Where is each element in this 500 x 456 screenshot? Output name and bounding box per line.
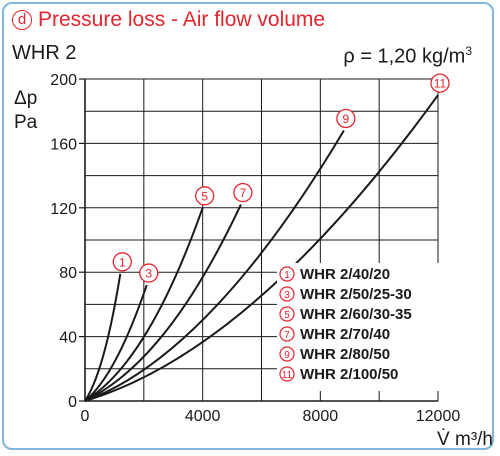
legend-item-11: 11 (279, 366, 295, 382)
legend-marker-label: 3 (284, 290, 290, 301)
legend-marker-label: 11 (282, 370, 293, 381)
y-tick-label: 120 (50, 201, 77, 218)
y-axis-label-symbol: Δp (14, 88, 37, 109)
series-marker-circle (139, 263, 159, 283)
legend-marker-circle (279, 346, 295, 362)
density-label: ρ = 1,20 kg/m3 (343, 44, 472, 69)
legend-background (277, 263, 467, 391)
legend-item-9: 9 (279, 346, 295, 362)
series-marker-label: 7 (240, 186, 247, 200)
legend-marker-label: 7 (284, 330, 290, 341)
series-line-3 (84, 284, 148, 402)
axes: 0 40 80 120 160 200 0 4000 8000 12000 Δp Pa V̇ m³/h (14, 72, 493, 450)
series-line-1 (84, 273, 122, 402)
legend-marker-circle (279, 266, 295, 282)
series-marker-9: 9 (336, 108, 356, 129)
legend-item-7: 7 (279, 326, 295, 342)
legend-marker-label: 1 (284, 270, 290, 281)
legend-marker-circle (279, 306, 295, 322)
y-axis-label-unit: Pa (14, 112, 38, 133)
chart-title: Pressure loss - Air flow volume (38, 8, 326, 31)
legend-marker-circle (279, 286, 295, 302)
legend-label: WHR 2/100/50 (300, 366, 398, 383)
y-tick-label: 200 (50, 72, 77, 89)
legend-label: WHR 2/40/20 (300, 266, 390, 283)
series-marker-label: 11 (434, 77, 447, 91)
series-marker-circle (195, 186, 215, 206)
legend-marker-circle (279, 366, 295, 382)
x-tick-label: 0 (81, 408, 90, 425)
y-tick-label: 40 (59, 330, 77, 347)
legend-label: WHR 2/60/30-35 (300, 306, 412, 323)
legend-item-3: 3 (279, 286, 295, 302)
series-marker-label: 5 (201, 189, 208, 203)
legend-label: WHR 2/50/25-30 (300, 286, 412, 303)
series-marker-7: 7 (233, 182, 253, 203)
density-text: ρ = 1,20 kg/m (343, 45, 466, 68)
model-label: WHR 2 (12, 42, 77, 64)
series-marker-1: 1 (112, 252, 132, 272)
series-marker-circle (233, 182, 253, 203)
series-marker-label: 9 (343, 112, 350, 126)
y-tick-label: 0 (68, 394, 77, 411)
legend-marker-circle (279, 326, 295, 342)
series-marker-label: 3 (145, 267, 152, 281)
series-line-7 (84, 204, 242, 402)
x-tick-label: 4000 (185, 408, 221, 425)
chart-header: d Pressure loss - Air flow volume (12, 8, 325, 32)
legend-item-5: 5 (279, 306, 295, 322)
legend-label: WHR 2/70/40 (300, 326, 390, 343)
series-marker-3: 3 (139, 263, 159, 283)
legend-marker-label: 9 (284, 350, 290, 361)
series-marker-label: 1 (119, 255, 126, 269)
y-tick-label: 80 (59, 265, 77, 282)
legend-item-1: 1 (279, 266, 295, 282)
x-tick-label: 12000 (416, 408, 461, 425)
series-lines (84, 94, 439, 402)
series-marker-5: 5 (195, 186, 215, 206)
legend-label: WHR 2/80/50 (300, 346, 390, 363)
series-marker-circle (430, 73, 450, 93)
x-tick-label: 8000 (303, 408, 339, 425)
y-tick-label: 160 (50, 136, 77, 153)
legend: 1 WHR 2/40/20 3 WHR 2/50/25-30 5 WHR 2/60/30-… (277, 263, 467, 391)
series-marker-11: 11 (430, 73, 450, 93)
x-axis-label: V̇ m³/h (437, 429, 493, 450)
series-marker-circle (336, 108, 356, 129)
legend-marker-label: 5 (284, 310, 290, 321)
density-exponent: 3 (465, 44, 472, 58)
series-line-5 (84, 207, 204, 402)
series-marker-circle (112, 252, 132, 272)
series-line-9 (84, 130, 345, 402)
series-line-11 (84, 94, 439, 402)
section-letter-badge: d (12, 10, 32, 30)
series-markers: 1 3 5 7 9 11 (112, 73, 450, 283)
